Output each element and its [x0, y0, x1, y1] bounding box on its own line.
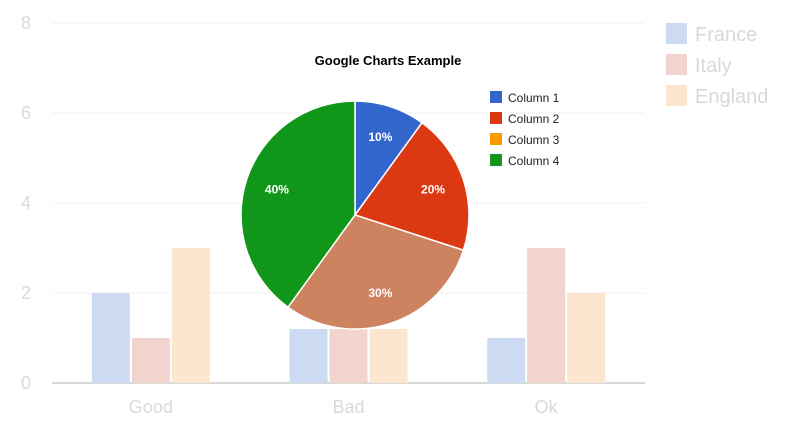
legend-label-italy: Italy	[695, 55, 732, 77]
y-tick-label: 4	[21, 193, 31, 213]
x-tick-label: Ok	[535, 397, 559, 417]
pie-legend-swatch	[490, 112, 502, 124]
pie-slice-column-2	[353, 121, 470, 252]
pie-slice-label: 30%	[368, 286, 392, 300]
pie-legend-label: Column 2	[508, 112, 560, 126]
pie-legend-swatch	[490, 154, 502, 166]
x-tick-label: Bad	[332, 397, 364, 417]
bar-chart-y-ticks: 0 2 4 6 8	[21, 13, 31, 393]
pie-slice-label: 20%	[421, 183, 445, 197]
pie-slice-labels: 10% 20% 30% 40%	[265, 130, 445, 300]
y-tick-label: 8	[21, 13, 31, 33]
bar-france-bad	[289, 329, 328, 383]
legend-label-england: England	[695, 86, 768, 108]
legend-swatch-england	[666, 85, 687, 106]
bar-france-good	[91, 293, 130, 383]
bar-chart-x-ticks: Good Bad Ok	[129, 397, 559, 417]
bar-chart-bars	[91, 248, 606, 383]
pie-slice-column-3	[286, 214, 465, 330]
bar-italy-bad	[329, 329, 368, 383]
bar-england-ok	[567, 293, 606, 383]
bar-italy-good	[131, 338, 170, 383]
bar-france-ok	[487, 338, 526, 383]
bar-chart-legend: France Italy England	[666, 23, 768, 108]
pie-legend-label: Column 3	[508, 133, 560, 147]
y-tick-label: 2	[21, 283, 31, 303]
pie-slice-label: 40%	[265, 183, 289, 197]
pie-slice-column-1	[354, 100, 424, 218]
y-tick-label: 0	[21, 373, 31, 393]
x-tick-label: Good	[129, 397, 173, 417]
legend-swatch-france	[666, 23, 687, 44]
pie-legend-label: Column 1	[508, 91, 560, 105]
pie-slice-column-4	[240, 100, 356, 309]
bar-italy-ok	[527, 248, 566, 383]
legend-swatch-italy	[666, 54, 687, 75]
pie-legend-label: Column 4	[508, 154, 560, 168]
pie-slice-label: 10%	[368, 130, 392, 144]
y-tick-label: 6	[21, 103, 31, 123]
bar-england-bad	[369, 329, 408, 383]
pie-slices	[240, 100, 470, 330]
legend-label-france: France	[695, 24, 757, 46]
pie-legend: Column 1 Column 2 Column 3 Column 4	[490, 91, 560, 168]
bar-england-good	[171, 248, 210, 383]
pie-legend-swatch	[490, 91, 502, 103]
pie-legend-swatch	[490, 133, 502, 145]
pie-chart-title: Google Charts Example	[315, 53, 462, 68]
